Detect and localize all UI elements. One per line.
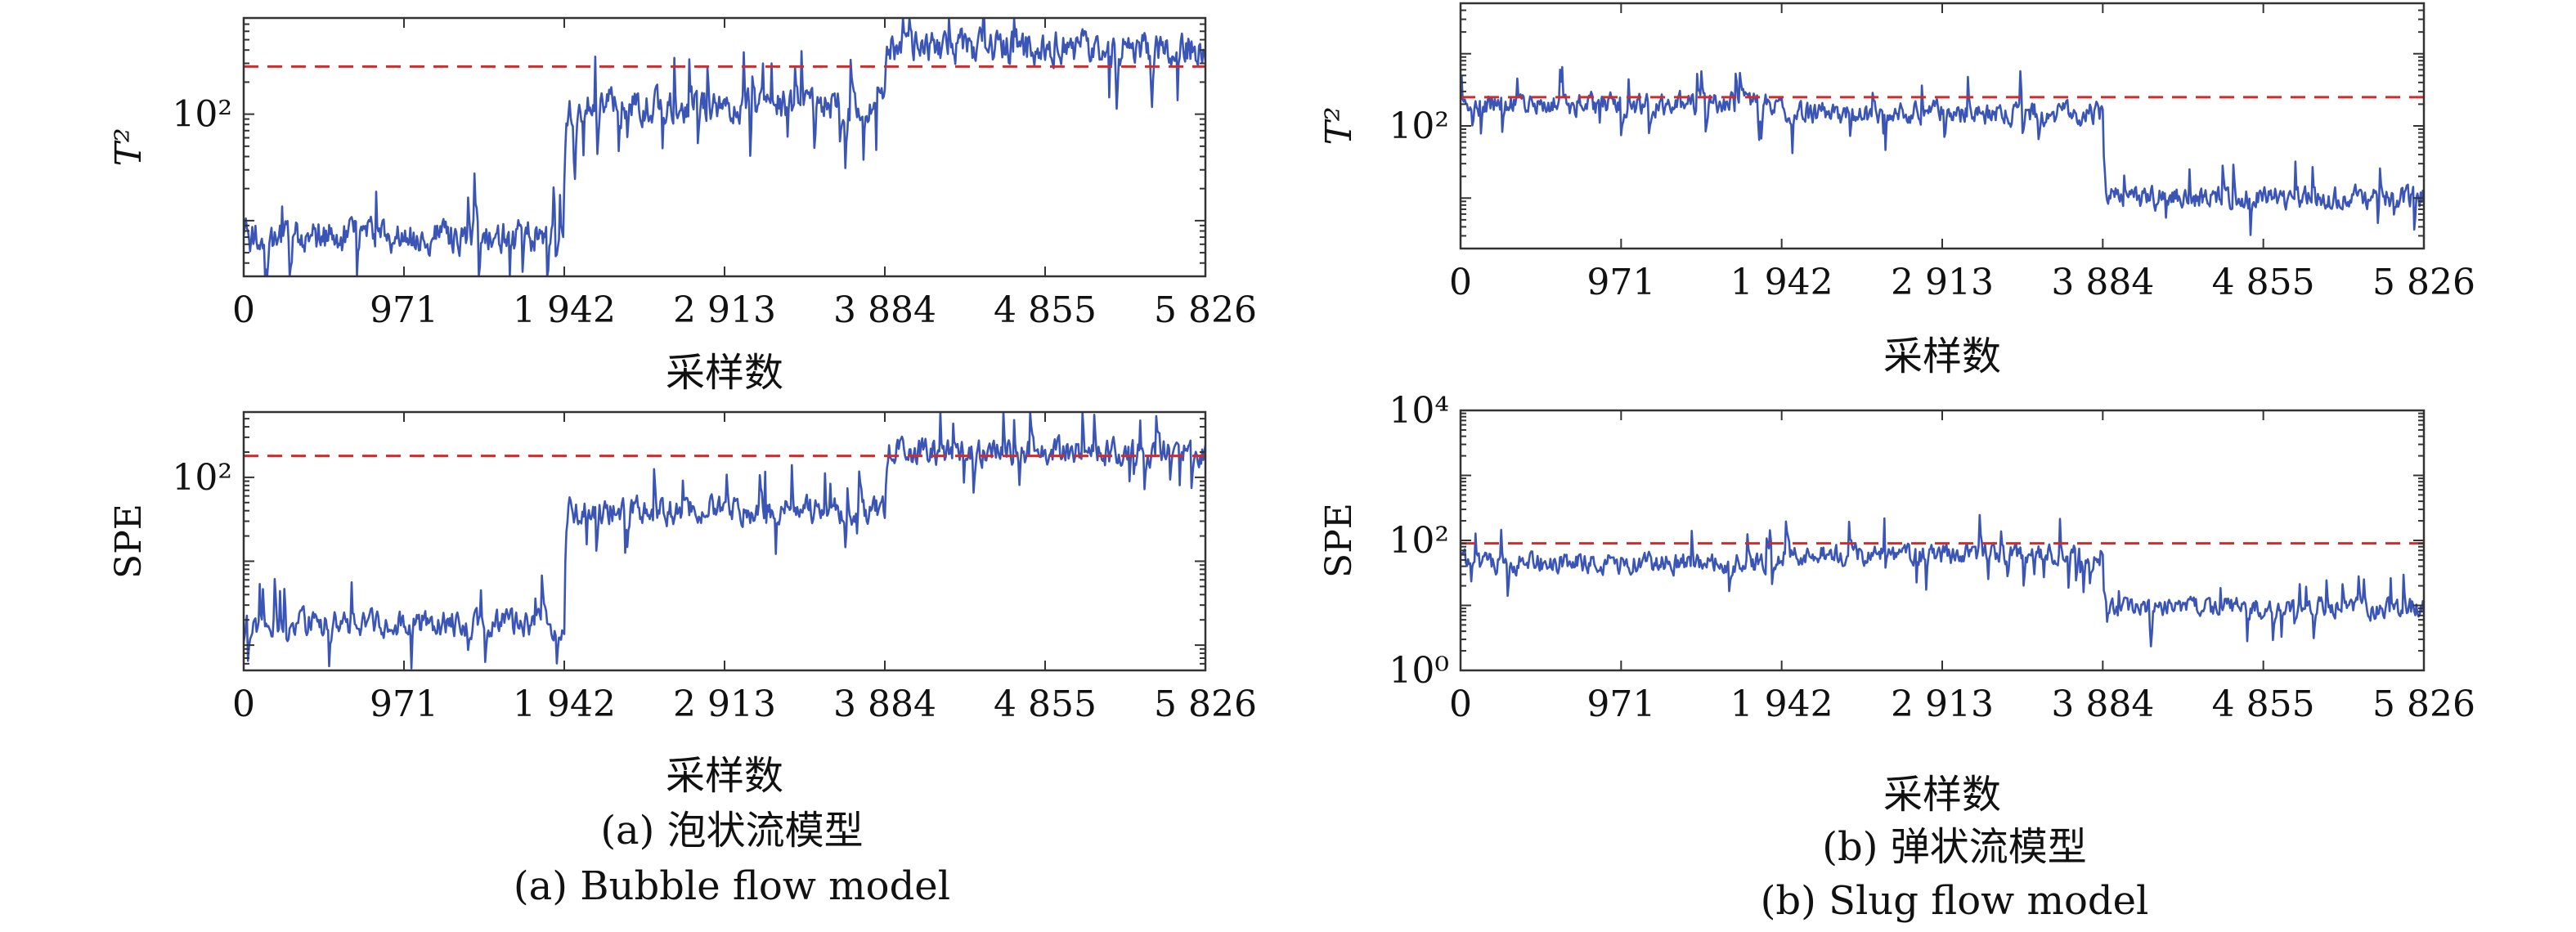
y-tick-label: 10⁰	[1389, 650, 1449, 692]
y-axis-label: SPE	[108, 504, 150, 579]
x-tick-label: 5 826	[2372, 683, 2475, 725]
slug-spe-chart: 0 971 1 942 2 913 3 884 4 855 5 826 10⁰ 10² 10⁴ SP…	[1318, 390, 2475, 818]
y-tick-label: 10²	[172, 457, 232, 499]
x-tick-label: 5 826	[2372, 262, 2475, 303]
x-axis-label: 采样数	[666, 753, 783, 799]
y-tick-label: 10⁴	[1389, 390, 1449, 432]
x-tick-label: 971	[370, 683, 438, 725]
y-tick-label: 10²	[1389, 105, 1449, 147]
series-line	[1461, 513, 2424, 647]
x-tick-label: 1 942	[1730, 683, 1833, 725]
x-tick-label: 971	[1586, 262, 1655, 303]
x-axis-label: 采样数	[666, 350, 783, 396]
x-tick-label: 3 884	[833, 683, 936, 725]
x-tick-label: 971	[1586, 683, 1655, 725]
x-tick-label: 2 913	[673, 289, 776, 331]
y-axis-label: T²	[1318, 107, 1360, 146]
x-tick-label: 2 913	[1891, 683, 1994, 725]
bubble-spe-chart: 0 971 1 942 2 913 3 884 4 855 5 826 10² SPE 采样数	[108, 410, 1257, 799]
x-tick-label: 1 942	[513, 289, 616, 331]
y-axis-label: SPE	[1318, 503, 1360, 578]
x-tick-label: 5 826	[1154, 683, 1257, 725]
caption-a-cn: (a) 泡状流模型	[600, 808, 863, 854]
x-tick-label: 3 884	[2051, 262, 2154, 303]
x-tick-label: 2 913	[673, 683, 776, 725]
x-axis-label: 采样数	[1883, 334, 2001, 379]
y-tick-label: 10²	[172, 94, 232, 136]
bubble-t2-chart: 0 971 1 942 2 913 3 884 4 855 5 826 10² T² 采样数	[108, 16, 1257, 396]
x-tick-label: 3 884	[2051, 683, 2154, 725]
x-tick-label: 4 855	[2212, 262, 2315, 303]
y-tick-label: 10²	[1389, 520, 1449, 562]
x-tick-label: 1 942	[1730, 262, 1833, 303]
x-axis-label: 采样数	[1883, 772, 2001, 818]
plot-frame	[1459, 2, 2426, 250]
x-tick-label: 1 942	[513, 683, 616, 725]
x-tick-label: 0	[232, 683, 255, 725]
x-tick-label: 3 884	[833, 289, 936, 331]
x-tick-label: 4 855	[2212, 683, 2315, 725]
x-tick-label: 2 913	[1891, 262, 1994, 303]
x-tick-label: 0	[1449, 683, 1472, 725]
series-line	[244, 412, 1205, 670]
x-tick-label: 0	[232, 289, 255, 331]
x-tick-label: 4 855	[994, 683, 1097, 725]
caption-a-en: (a) Bubble flow model	[514, 863, 950, 909]
slug-t2-chart: 0 971 1 942 2 913 3 884 4 855 5 826 10² T² 采样数	[1318, 2, 2475, 379]
plot-frame	[1459, 409, 2426, 672]
x-tick-label: 5 826	[1154, 289, 1257, 331]
x-tick-label: 0	[1449, 262, 1472, 303]
series-line	[244, 18, 1205, 276]
caption-b-en: (b) Slug flow model	[1761, 878, 2149, 924]
x-tick-label: 4 855	[994, 289, 1097, 331]
caption-b-cn: (b) 弹状流模型	[1822, 824, 2086, 870]
series-line	[1461, 65, 2424, 236]
y-axis-label: T²	[108, 128, 150, 167]
x-tick-label: 971	[370, 289, 438, 331]
